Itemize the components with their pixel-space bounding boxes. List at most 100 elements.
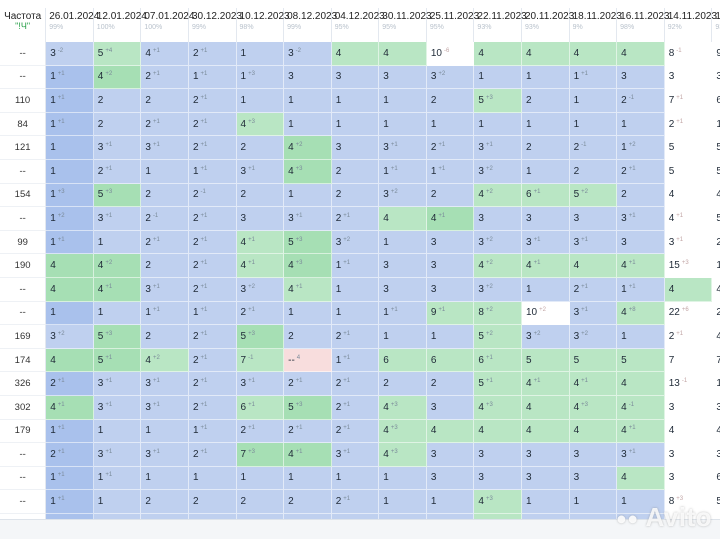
position-cell[interactable]: 2+1 [188, 207, 237, 231]
position-cell[interactable]: 3 [522, 207, 570, 231]
position-cell[interactable]: 2+1 [331, 325, 380, 349]
position-cell[interactable]: 3 [426, 254, 475, 278]
position-cell[interactable]: 4 [664, 419, 713, 444]
position-cell[interactable]: 4 +1 [141, 42, 189, 66]
position-cell[interactable]: 1 [379, 89, 427, 113]
position-cell[interactable]: 5 [712, 490, 720, 514]
date-header[interactable]: 08.12.2023 99% [284, 8, 337, 42]
position-cell[interactable]: 3+1 [141, 136, 189, 160]
position-cell[interactable]: 3 [569, 443, 618, 467]
position-cell[interactable]: 2+1 [331, 490, 380, 514]
position-cell[interactable]: 3+1 [93, 207, 142, 231]
position-cell[interactable]: 1 [284, 112, 332, 137]
position-cell[interactable]: 4 [712, 419, 720, 444]
position-cell[interactable]: 5 [664, 159, 713, 184]
position-cell[interactable]: 2 [331, 183, 380, 208]
position-cell[interactable]: 8 -1 [664, 42, 713, 66]
position-cell[interactable]: 1 [617, 325, 665, 349]
position-cell[interactable]: 3 +2 [236, 277, 285, 302]
position-cell[interactable]: 2+1 [141, 230, 189, 255]
position-cell[interactable]: 4 [331, 42, 380, 66]
position-cell[interactable]: 4 [569, 254, 618, 278]
position-cell[interactable]: 2 -1 [569, 136, 618, 160]
position-cell[interactable]: 5 [712, 136, 720, 160]
position-cell[interactable]: 5 [712, 207, 720, 231]
position-cell[interactable]: 4 +2 [93, 254, 142, 278]
position-cell[interactable]: 2 [236, 183, 285, 208]
position-cell[interactable]: 5 [617, 348, 665, 373]
position-cell[interactable]: 3 [284, 65, 332, 90]
date-header[interactable]: 18.11.2023 9% [569, 8, 622, 42]
position-cell[interactable]: 1 [188, 466, 237, 491]
position-cell[interactable]: 6 [712, 89, 720, 113]
position-cell[interactable]: 7 +3 [236, 443, 285, 467]
position-cell[interactable]: 2+1 [141, 65, 189, 90]
position-cell[interactable]: 2 [188, 490, 237, 514]
position-cell[interactable]: 1 [236, 42, 285, 66]
position-cell[interactable]: 1 [331, 112, 380, 137]
position-cell[interactable]: 5 [712, 159, 720, 184]
position-cell[interactable]: 3 +2 [379, 183, 427, 208]
position-cell[interactable]: 2+1 [617, 159, 665, 184]
position-cell[interactable]: 3+1 [331, 443, 380, 467]
position-cell[interactable]: 2+1 [188, 254, 237, 278]
position-cell[interactable]: 1 [617, 490, 665, 514]
position-cell[interactable]: 2+1 [188, 348, 237, 373]
position-cell[interactable]: 3+1 [664, 230, 713, 255]
position-cell[interactable]: 2+1 [664, 112, 713, 137]
position-cell[interactable]: 2 [379, 372, 427, 396]
position-cell[interactable]: 1+1 [188, 301, 237, 326]
date-header[interactable]: 25.11.2023 95% [426, 8, 479, 42]
position-cell[interactable]: 2 [141, 89, 189, 113]
position-cell[interactable]: 1 [93, 301, 142, 326]
position-cell[interactable]: 1 [522, 65, 570, 90]
position-cell[interactable]: 2 [426, 372, 475, 396]
position-cell[interactable]: 1+1 [93, 466, 142, 491]
position-cell[interactable]: 3 [426, 277, 475, 302]
position-cell[interactable]: 2 [93, 112, 142, 137]
position-cell[interactable]: 2+1 [664, 325, 713, 349]
position-cell[interactable]: 4 [522, 42, 570, 66]
position-cell[interactable]: 16 [712, 372, 720, 396]
position-cell[interactable]: 2 [284, 490, 332, 514]
position-cell[interactable]: 1+1 [379, 159, 427, 184]
position-cell[interactable]: 1+1 [379, 301, 427, 326]
position-cell[interactable]: 1 [331, 301, 380, 326]
position-cell[interactable]: 6 +1 [236, 395, 285, 420]
position-cell[interactable]: 1 +3 [46, 183, 94, 208]
position-cell[interactable]: 2+1 [331, 395, 380, 420]
position-cell[interactable]: 1 +3 [236, 65, 285, 90]
position-cell[interactable]: 2 [522, 136, 570, 160]
position-cell[interactable]: 1 [569, 89, 618, 113]
position-cell[interactable]: 1 [284, 89, 332, 113]
position-cell[interactable]: 10 +2 [522, 301, 570, 326]
position-cell[interactable]: 1 [474, 65, 522, 90]
position-cell[interactable]: 3+1 [617, 207, 665, 231]
position-cell[interactable]: 3+1 [93, 395, 142, 420]
position-cell[interactable]: 1 [426, 325, 475, 349]
position-cell[interactable]: 5 +3 [284, 230, 332, 255]
date-header[interactable]: 10.12.2023 98% [236, 8, 290, 42]
position-cell[interactable]: 4 [426, 419, 475, 444]
position-cell[interactable]: 3+1 [284, 207, 332, 231]
position-cell[interactable]: 4 [46, 254, 94, 278]
position-cell[interactable]: 8 +2 [474, 301, 522, 326]
date-header[interactable]: 22.11.2023 93% [474, 8, 527, 42]
position-cell[interactable]: 1 +2 [617, 136, 665, 160]
position-cell[interactable]: 4 +1 [617, 254, 665, 278]
position-cell[interactable]: 9 [712, 42, 720, 66]
position-cell[interactable]: 4 +3 [474, 395, 522, 420]
position-cell[interactable]: 1+1 [46, 466, 94, 491]
position-cell[interactable]: 3+1 [93, 136, 142, 160]
position-cell[interactable]: 2+1 [141, 112, 189, 137]
position-cell[interactable]: 5 [664, 136, 713, 160]
position-cell[interactable]: 3 [474, 207, 522, 231]
position-cell[interactable]: 1 [331, 277, 380, 302]
position-cell[interactable]: 4 [712, 183, 720, 208]
position-cell[interactable]: 5 [569, 348, 618, 373]
position-cell[interactable]: 3 +2 [474, 159, 522, 184]
position-cell[interactable]: 4 +1 [284, 277, 332, 302]
position-cell[interactable]: 1+1 [331, 254, 380, 278]
position-cell[interactable]: 4 +2 [474, 254, 522, 278]
date-header[interactable]: 12.01.2024 100% [93, 8, 147, 42]
